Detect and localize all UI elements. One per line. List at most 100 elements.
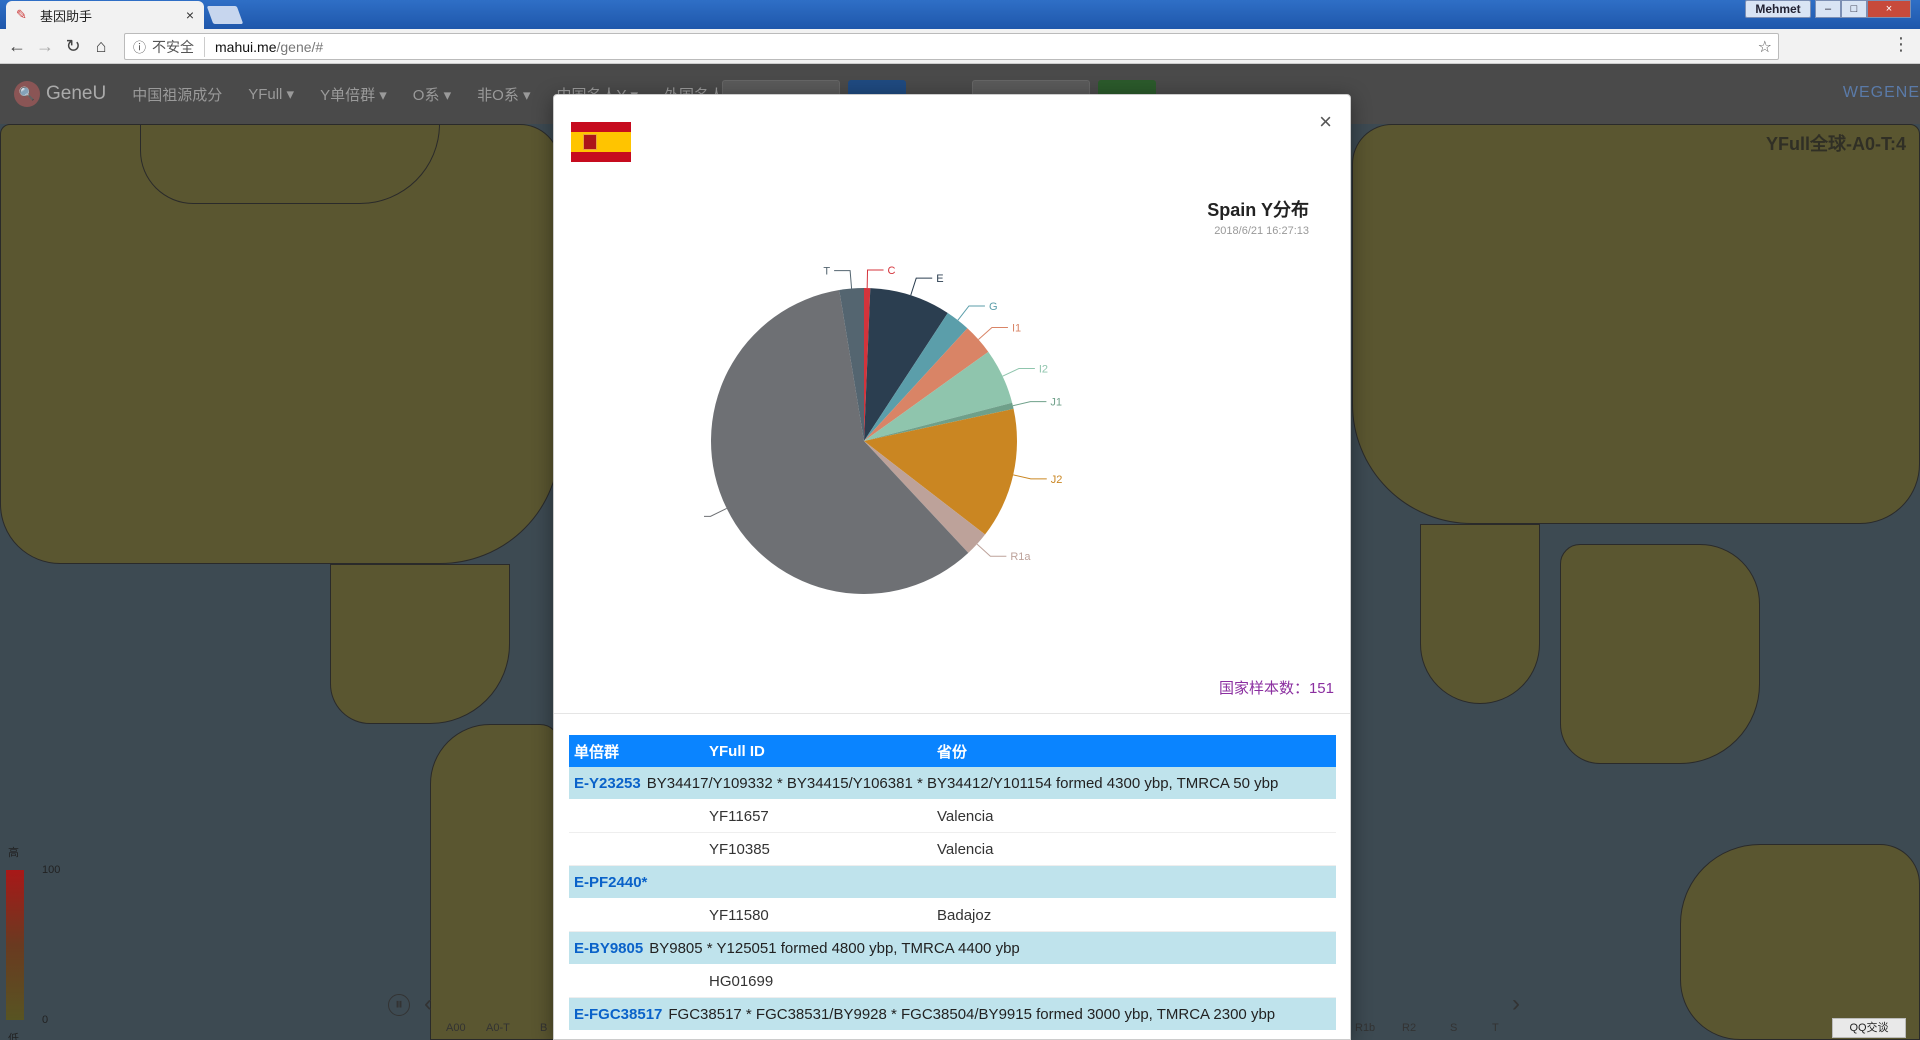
url-field[interactable]: ⓘ 不安全 mahui.me /gene/# ☆ [124,33,1779,60]
nav-yfull[interactable]: YFull ▾ [248,86,295,103]
country-sample-count: 国家样本数：151 [1218,680,1334,697]
spain-flag [571,122,631,162]
pie-label-j2: J2 [1051,474,1063,486]
legend-high-label: 高 [8,847,19,859]
cell-province: Valencia [937,807,994,825]
browser-tab[interactable]: ✎ 基因助手 × [6,1,204,29]
timeline-label-a00[interactable]: A00 [446,1022,466,1034]
minimize-button[interactable]: – [1815,0,1841,18]
land-india [1420,524,1540,704]
pie-slice-c[interactable] [864,288,871,441]
table-row: YF11657 Valencia [569,800,1336,833]
qq-chat-button[interactable]: QQ交谈 [1832,1018,1906,1038]
pie-leader-line-g [957,305,985,321]
pie-slice-r1a[interactable] [864,441,986,553]
pie-slice-r1b[interactable] [711,290,969,594]
pie-chart: CEGI1I2J1J2R1aR1bT [704,265,1063,594]
pie-slice-t[interactable] [839,288,864,441]
window-close-button[interactable]: × [1867,0,1911,18]
country-modal: × Spain Y分布 2018/6/21 16:27:13 C E G I1 I2 J1… [553,94,1351,1040]
reload-icon[interactable]: ↻ [65,35,81,56]
haplogroup-link[interactable]: E-BY9805 [574,939,644,957]
land-southeast-asia [1560,544,1760,764]
haplogroup-link[interactable]: E-Y23253 [574,774,641,792]
pie-label-j1: J1 [1050,397,1062,409]
haplogroup-link[interactable]: E-FGC38517 [574,1005,663,1023]
cell-yfull-id: YF11657 [709,807,769,825]
maximize-button[interactable]: □ [1841,0,1867,18]
modal-close-icon[interactable]: × [1319,109,1332,134]
back-icon[interactable]: ← [8,35,26,56]
url-host: mahui.me [215,38,277,55]
pie-label-c: C [888,265,896,277]
legend-gradient[interactable] [6,870,24,1020]
timeline-label-s[interactable]: S [1450,1022,1458,1034]
brand[interactable]: 🔍 GeneU [14,81,106,107]
timeline: ⏸ ‹ A00 A0-T B R1b R2 S T › [380,990,1540,1034]
new-tab-button[interactable] [206,6,244,24]
info-icon[interactable]: ⓘ [133,40,147,55]
forward-icon[interactable]: → [36,35,54,56]
tab-title: 基因助手 [40,8,93,24]
pie-leader-line-c [866,269,884,289]
tab-close-icon[interactable]: × [185,7,194,23]
address-bar: ← → ↻ ⌂ ⓘ 不安全 mahui.me /gene/# ☆ ⋮ [0,29,1920,64]
map-title: YFull全球-A0-T:4 [1765,134,1906,154]
header-haplogroup[interactable]: 单倍群 [574,743,620,761]
pie-label-i2: I2 [1039,364,1048,376]
haplogroup-link[interactable]: E-PF2440* [574,873,648,891]
nav-ancestry[interactable]: 中国祖源成分 [132,86,223,104]
cell-yfull-id: YF11580 [709,906,769,924]
brand-name: GeneU [46,83,107,104]
pie-label-e: E [936,273,943,285]
home-icon[interactable]: ⌂ [95,35,107,56]
pie-slice-e[interactable] [864,288,948,441]
timeline-prev-icon[interactable]: ‹ [424,990,432,1017]
land-greenland [140,124,440,204]
pie-label-r1a: R1a [1010,551,1031,563]
haplogroup-description: FGC38517 * FGC38531/BY9928 * FGC38504/BY… [668,1005,1276,1023]
chart-title: Spain Y分布 [1207,200,1309,220]
favicon-icon: ✎ [16,7,27,22]
nav-y-haplogroup[interactable]: Y单倍群 ▾ [320,86,387,104]
pie-slice-g[interactable] [864,312,968,441]
timeline-label-a0t[interactable]: A0-T [486,1022,510,1034]
pie-leader-line-r1b [704,507,727,517]
security-label: 不安全 [152,36,206,57]
nav-o-series[interactable]: O系 ▾ [412,86,452,104]
header-province[interactable]: 省份 [937,743,968,761]
legend-low-label: 低 [8,1033,19,1040]
land-eurasia [1352,124,1920,524]
pie-slice-i2[interactable] [864,351,1013,441]
bookmark-star-icon[interactable]: ☆ [1757,39,1772,56]
table-row: YF11580 Badajoz [569,899,1336,932]
timeline-next-icon[interactable]: › [1512,990,1520,1017]
pie-slice-j2[interactable] [864,408,1017,535]
nav-non-o-series[interactable]: 非O系 ▾ [477,86,531,104]
land-australia [1680,844,1920,1040]
color-legend: 高 100 0 低 [4,844,64,1040]
pie-leader-line-j1 [1012,401,1047,407]
cell-yfull-id: YF10385 [709,840,770,858]
cell-yfull-id: HG01699 [709,972,774,990]
table-group-row: E-PF2440* [569,866,1336,899]
pie-leader-line-i1 [978,327,1008,340]
haplogroup-table: 单倍群 YFull ID 省份 E-Y23253 BY34417/Y109332 … [569,735,1336,1031]
header-yfull-id[interactable]: YFull ID [709,742,765,760]
timeline-label-t[interactable]: T [1492,1022,1499,1034]
pie-slice-i1[interactable] [864,328,989,441]
haplogroup-description: BY34417/Y109332 * BY34415/Y106381 * BY34… [646,774,1279,792]
pie-label-t: T [823,266,830,278]
timeline-label-r2[interactable]: R2 [1402,1022,1417,1034]
browser-menu-icon[interactable]: ⋮ [1892,34,1910,54]
pie-slice-j1[interactable] [864,402,1014,441]
cell-province: Badajoz [937,906,992,924]
profile-badge[interactable]: Mehmet [1745,0,1811,18]
window-controls: – □ × [1815,0,1911,18]
timeline-label-r1b[interactable]: R1b [1355,1022,1376,1034]
land-central-america [330,564,510,724]
wegene-logo[interactable]: WEGENE [1842,84,1920,101]
timeline-label-b[interactable]: B [540,1022,548,1034]
table-header: 单倍群 YFull ID 省份 [569,735,1336,767]
pause-icon[interactable]: ⏸ [388,994,410,1016]
